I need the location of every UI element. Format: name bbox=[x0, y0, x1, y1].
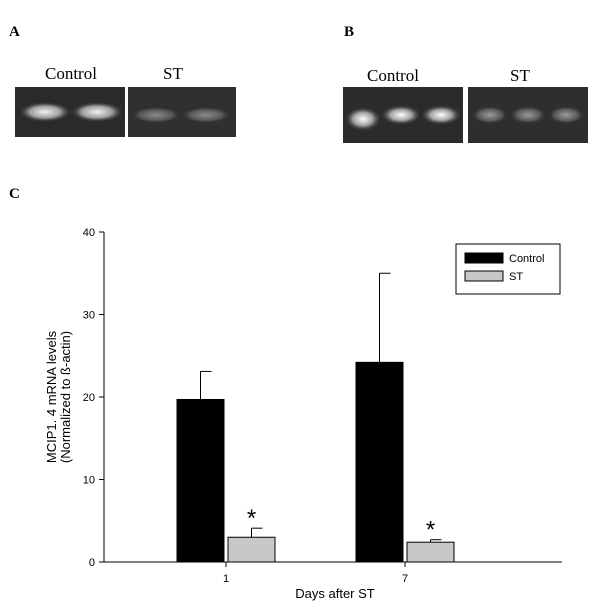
y-tick-label: 30 bbox=[83, 310, 95, 322]
chart-legend: Control ST bbox=[455, 243, 561, 295]
y-tick-label: 20 bbox=[83, 392, 95, 404]
y-axis-title-line: (Normalized to ß-actin) bbox=[58, 331, 73, 463]
legend-swatch-st bbox=[464, 270, 504, 282]
significance-mark: * bbox=[247, 505, 256, 532]
gel-b-st-label: ST bbox=[510, 66, 530, 85]
gel-b-control-label: Control bbox=[367, 66, 419, 85]
x-tick-label: 1 bbox=[223, 573, 229, 585]
gel-a-control-label: Control bbox=[45, 64, 97, 83]
panel-a-letter: A bbox=[9, 24, 20, 40]
x-axis-title: Days after ST bbox=[295, 586, 375, 601]
legend-box bbox=[455, 243, 561, 295]
legend-label-st: ST bbox=[509, 271, 523, 283]
y-tick-label: 40 bbox=[83, 227, 95, 239]
bar-st-1 bbox=[227, 536, 276, 563]
chart-bars bbox=[176, 272, 455, 563]
legend-swatch-control bbox=[464, 252, 504, 264]
y-axis-title-line: MCIP1. 4 mRNA levels bbox=[44, 330, 59, 463]
gel-a-st-image bbox=[128, 87, 236, 137]
gel-a-st-label: ST bbox=[163, 64, 183, 83]
y-tick-label: 10 bbox=[83, 475, 95, 487]
panel-b-letter: B bbox=[344, 24, 355, 40]
gel-b-st-image bbox=[468, 87, 588, 143]
chart-labels: 0 10 20 30 40 1 7 * * Days after ST MCIP1. 4 mRNA … bbox=[44, 227, 435, 601]
bar-st-7 bbox=[406, 541, 455, 563]
legend-label-control: Control bbox=[509, 253, 544, 265]
panel-c-letter: C bbox=[9, 186, 20, 202]
bar-control-7 bbox=[355, 361, 404, 563]
gel-b-control-image bbox=[343, 87, 463, 143]
y-axis-title: MCIP1. 4 mRNA levels(Normalized to ß-act… bbox=[44, 330, 73, 463]
gel-a-control-image bbox=[15, 87, 125, 137]
y-tick-label: 0 bbox=[89, 557, 95, 569]
x-tick-label: 7 bbox=[402, 573, 408, 585]
bar-control-1 bbox=[176, 398, 225, 563]
significance-mark: * bbox=[426, 517, 435, 544]
